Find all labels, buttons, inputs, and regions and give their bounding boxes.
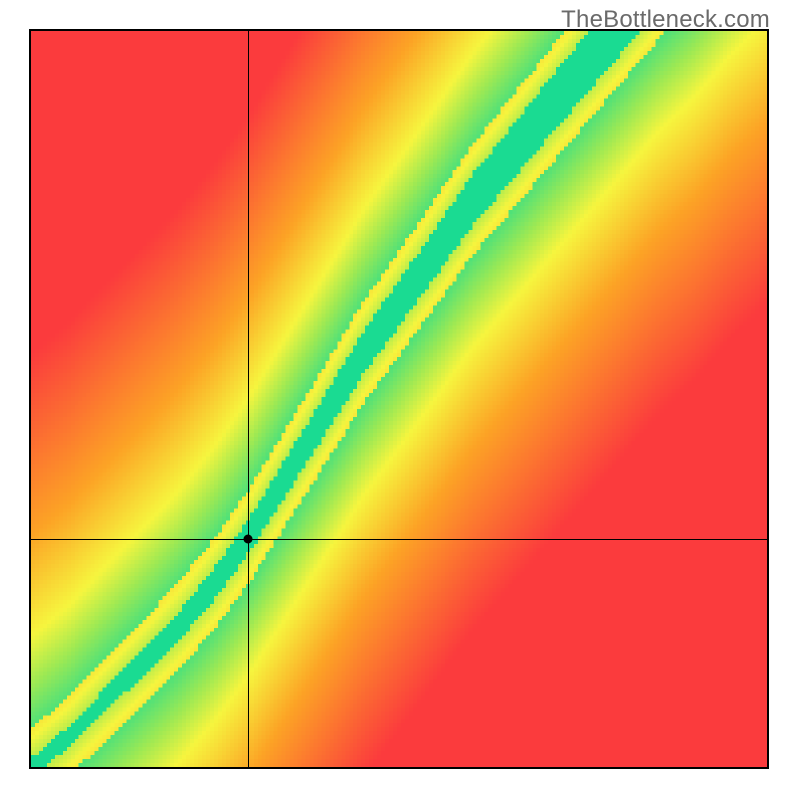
crosshair-horizontal (31, 539, 767, 540)
chart-container: TheBottleneck.com (0, 0, 800, 800)
plot-area (29, 29, 769, 769)
marker-dot (244, 534, 253, 543)
crosshair-vertical (248, 31, 249, 767)
watermark-text: TheBottleneck.com (561, 6, 770, 34)
heatmap-canvas (31, 31, 767, 767)
